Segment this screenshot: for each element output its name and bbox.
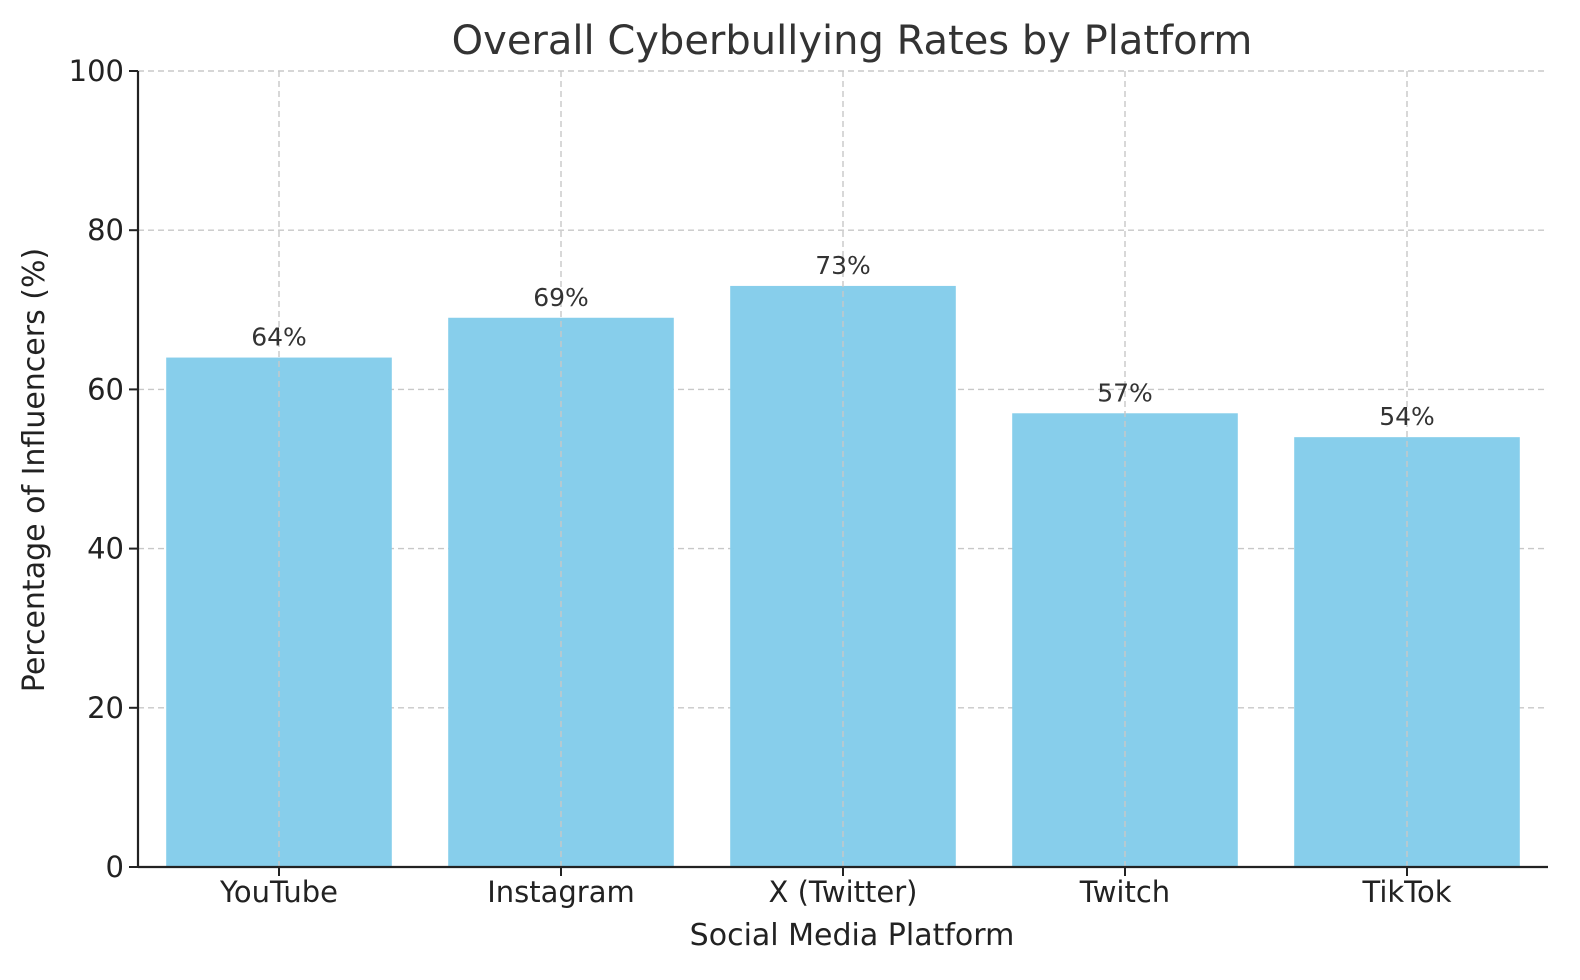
chart-title: Overall Cyberbullying Rates by Platform — [452, 18, 1253, 64]
y-tick-label: 80 — [87, 213, 124, 247]
vertical-grid-layer — [278, 71, 1408, 867]
x-tick-label: X (Twitter) — [769, 875, 918, 909]
x-tick-label: Twitch — [1079, 875, 1170, 909]
y-tick-label: 100 — [69, 54, 124, 88]
x-tick-label: Instagram — [487, 875, 635, 909]
bar-data-label: 54% — [1379, 402, 1435, 431]
x-tick-label: YouTube — [219, 875, 338, 909]
labels-layer: 0 20 40 60 80 100 64% 69% 73% 57% 54% YouTube Instag… — [69, 54, 1452, 909]
bar-data-label: 69% — [533, 283, 589, 312]
y-tick-label: 20 — [87, 691, 124, 725]
x-axis-label: Social Media Platform — [690, 918, 1015, 953]
bar-data-label: 57% — [1097, 378, 1153, 407]
y-tick-label: 0 — [106, 850, 124, 884]
y-tick-label: 40 — [87, 532, 124, 566]
x-tick-label: TikTok — [1362, 875, 1452, 909]
bar-data-label: 73% — [815, 251, 871, 280]
y-tick-label: 60 — [87, 372, 124, 406]
bar-data-label: 64% — [251, 323, 307, 352]
axes-layer — [129, 70, 1548, 876]
y-axis-label: Percentage of Influencers (%) — [17, 248, 52, 692]
